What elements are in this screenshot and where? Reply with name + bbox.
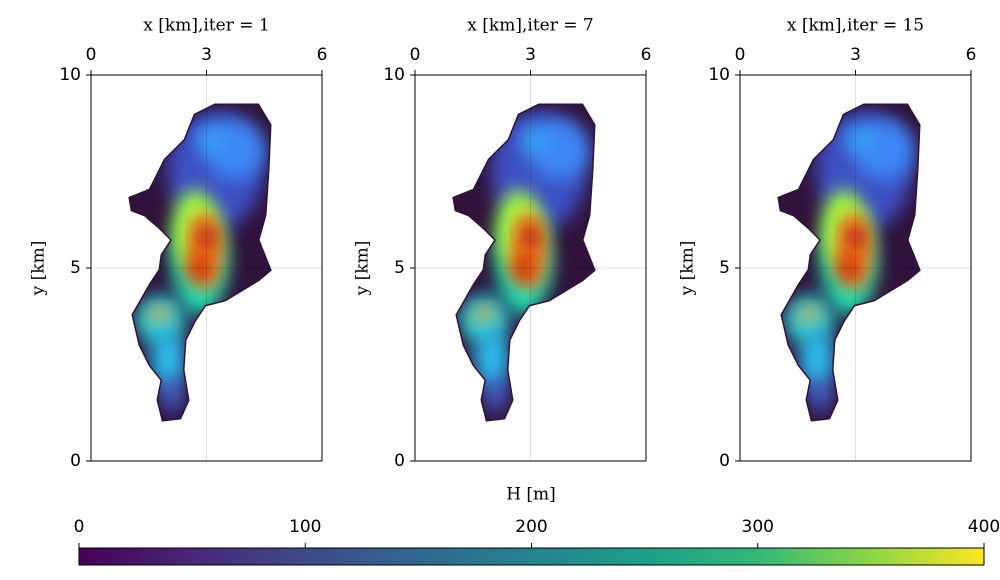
x-tick-label: 6 [966,45,977,65]
heatmap-image [128,103,272,422]
heat-blob [837,254,861,282]
y-tick-label: 10 [59,65,81,85]
y-tick-label: 0 [70,451,81,471]
heat-blob [198,126,222,154]
y-axis-label: y [km] [353,241,373,297]
heat-blob [811,377,831,413]
heat-blob [188,254,212,282]
x-tick-label: 3 [850,45,861,65]
heat-blob [474,307,494,323]
heat-blob [847,126,871,154]
colorbar-tick-label: 200 [515,517,547,537]
colorbar-tick-label: 400 [968,517,1000,537]
heat-blob [845,225,867,249]
heat-blob [486,377,506,413]
y-axis-label: y [km] [678,241,698,297]
heatmap-image [452,103,596,422]
y-tick-label: 10 [708,65,730,85]
axes-frame [90,74,323,462]
colorbar-tick-label: 300 [742,517,774,537]
y-tick-label: 10 [383,65,405,85]
y-tick-label: 0 [719,451,730,471]
panel-title: x [km],iter = 15 [787,16,924,36]
x-tick-label: 3 [201,45,212,65]
y-axis-label: y [km] [29,241,49,297]
heat-blob [799,307,819,323]
heat-blob [150,330,186,390]
heat-blob [520,225,542,249]
x-tick-label: 3 [525,45,536,65]
heat-blob [474,330,510,390]
colorbar-tick-label: 0 [74,517,85,537]
heat-blob [522,126,546,154]
heat-blob [196,225,218,249]
heatmap-image [777,103,921,422]
y-tick-label: 5 [70,258,81,278]
y-tick-label: 0 [394,451,405,471]
heatmap-fill [459,110,589,413]
panel-title: x [km],iter = 7 [467,16,593,36]
x-tick-label: 6 [317,45,328,65]
heat-blob [799,330,835,390]
colorbar-tick-label: 100 [289,517,321,537]
heatmap-fill [784,110,914,413]
x-tick-label: 0 [735,45,746,65]
heat-blob [150,307,170,323]
colorbar-label: H [m] [506,485,556,505]
colorbar [78,547,985,566]
heat-blob [162,377,182,413]
heat-blob [512,254,536,282]
axes-frame [739,74,972,462]
x-tick-label: 0 [86,45,97,65]
y-tick-label: 5 [394,258,405,278]
x-tick-label: 0 [410,45,421,65]
panel-title: x [km],iter = 1 [143,16,269,36]
heatmap-fill [135,110,265,413]
y-tick-label: 5 [719,258,730,278]
axes-frame [414,74,647,462]
x-tick-label: 6 [641,45,652,65]
